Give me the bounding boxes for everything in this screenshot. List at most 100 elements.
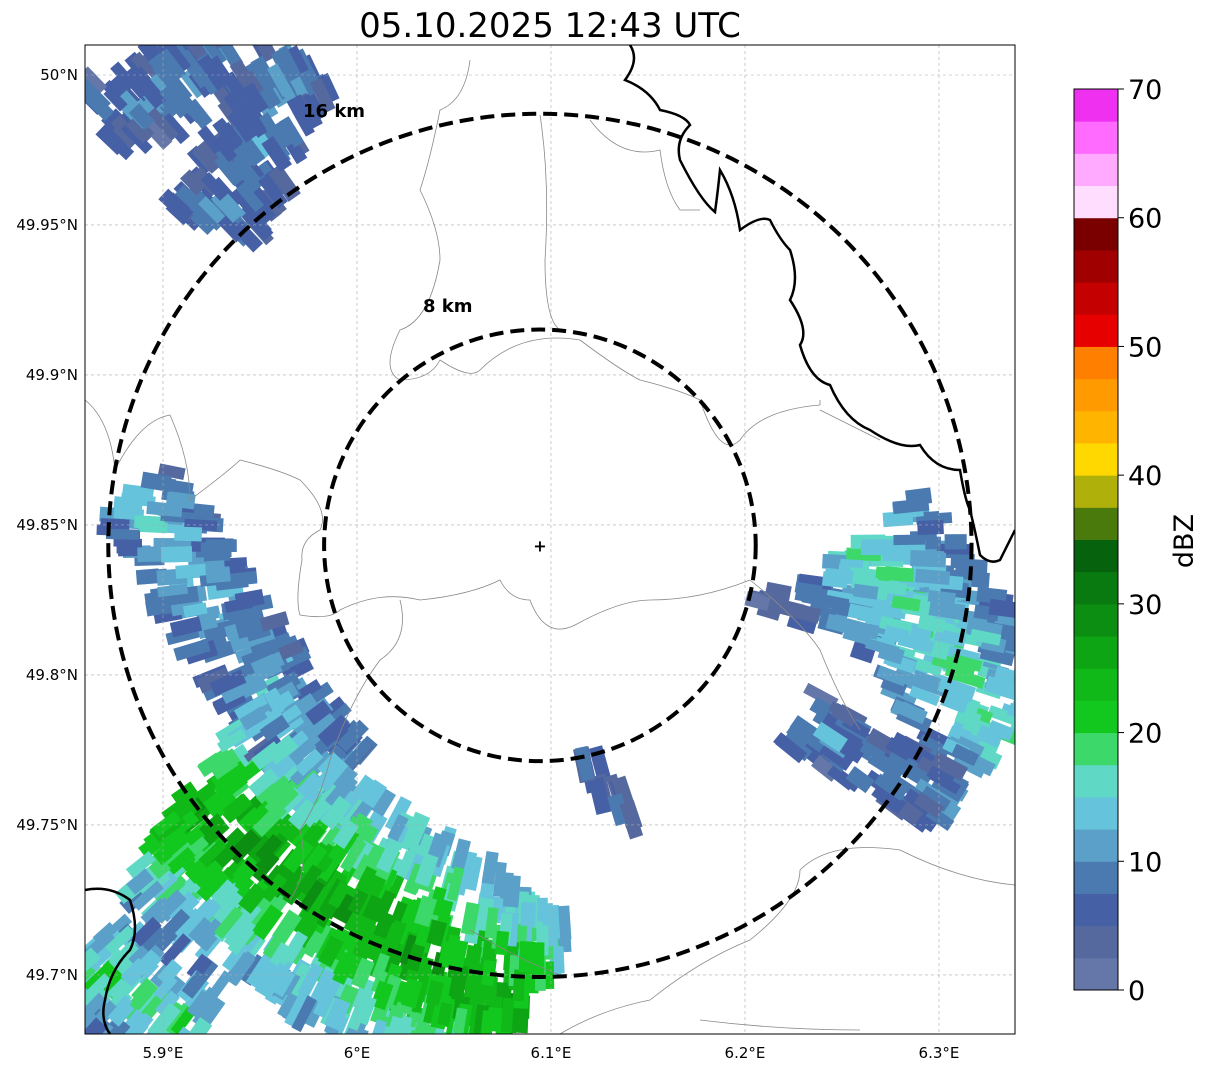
echo-bin bbox=[379, 1048, 397, 1069]
echo-bin bbox=[441, 1046, 457, 1069]
echo-bin bbox=[277, 639, 305, 661]
echo-bin bbox=[1018, 664, 1055, 683]
echo-bin bbox=[893, 534, 926, 546]
echo-bin bbox=[372, 889, 396, 925]
echo-bin bbox=[1012, 691, 1015, 714]
echo-bin bbox=[437, 940, 454, 968]
echo-bin bbox=[317, 714, 352, 748]
echo-bin bbox=[120, 122, 153, 155]
echo-bin bbox=[425, 980, 445, 1006]
echo-bin bbox=[152, 889, 187, 924]
echo-bin bbox=[197, 54, 229, 91]
echo-bin bbox=[210, 879, 240, 909]
echo-bin bbox=[296, 864, 323, 896]
echo-bin bbox=[245, 952, 278, 990]
echo-bin bbox=[933, 628, 967, 648]
echo-bin bbox=[384, 1023, 405, 1034]
echo-bin bbox=[879, 769, 910, 795]
echo-bin bbox=[248, 768, 279, 797]
echo-bin bbox=[351, 977, 378, 1012]
colorbar-frame bbox=[1073, 88, 1119, 991]
echo-bin bbox=[305, 720, 335, 748]
echo-bin bbox=[310, 968, 335, 1003]
y-tick-label: 49.75°N bbox=[16, 816, 78, 834]
echo-bin bbox=[264, 690, 296, 716]
echo-bin bbox=[227, 920, 258, 956]
echo-bin bbox=[373, 1034, 392, 1059]
y-tick-label: 49.95°N bbox=[16, 216, 78, 234]
x-tick-label: 6.3°E bbox=[919, 1044, 960, 1062]
echo-bin bbox=[98, 1018, 131, 1034]
colorbar-tick-label: 40 bbox=[1128, 461, 1162, 492]
echo-bin bbox=[250, 55, 280, 92]
echo-bin bbox=[415, 1058, 432, 1069]
colorbar-segment bbox=[1074, 829, 1118, 862]
echo-bin bbox=[448, 964, 469, 1001]
echo-bin bbox=[1014, 643, 1015, 667]
colorbar: 0 10 20 30 40 50 60 70 bbox=[1073, 75, 1162, 1007]
echo-bin bbox=[226, 829, 262, 865]
echo-bin bbox=[211, 13, 235, 39]
echo-bin bbox=[157, 959, 183, 986]
echo-bin bbox=[209, 669, 247, 697]
echo-bin bbox=[176, 45, 207, 60]
colorbar-segment bbox=[1074, 603, 1118, 637]
echo-bin bbox=[170, 1006, 196, 1034]
echo-bin bbox=[336, 719, 369, 753]
echo-bin bbox=[198, 839, 230, 870]
colorbar-segment bbox=[1074, 700, 1118, 734]
echo-bin bbox=[446, 866, 465, 902]
echo-bin bbox=[415, 1049, 434, 1069]
colorbar-segment bbox=[1074, 764, 1118, 798]
echo-bin bbox=[399, 934, 419, 966]
colorbar-tick-label: 70 bbox=[1128, 75, 1162, 106]
radar-echoes bbox=[85, 13, 1073, 1069]
echo-bin bbox=[418, 1052, 437, 1069]
colorbar-segment bbox=[1074, 314, 1118, 347]
echo-bin bbox=[280, 646, 311, 670]
y-tick-label: 49.85°N bbox=[16, 516, 78, 534]
echo-bin bbox=[812, 721, 848, 753]
echo-bin bbox=[413, 1059, 431, 1069]
echo-bin bbox=[85, 1017, 108, 1034]
echo-bin bbox=[988, 598, 1015, 619]
echo-bin bbox=[250, 851, 280, 882]
echo-bin bbox=[370, 1019, 388, 1034]
echo-bin bbox=[910, 550, 945, 567]
echo-bin bbox=[236, 181, 264, 213]
echo-bin bbox=[500, 997, 515, 1033]
echo-bin bbox=[170, 781, 200, 808]
echo-bin bbox=[371, 952, 391, 980]
map-area: 16 km 8 km + bbox=[85, 13, 1073, 1069]
colorbar-tick-label: 30 bbox=[1128, 590, 1162, 621]
echo-bin bbox=[344, 738, 373, 769]
echo-bin bbox=[465, 1036, 484, 1069]
echo-bin bbox=[136, 76, 168, 110]
echo-bin bbox=[235, 615, 268, 639]
echo-bin bbox=[1015, 666, 1050, 687]
echo-bin bbox=[173, 908, 204, 939]
y-tick-label: 49.8°N bbox=[26, 666, 78, 684]
echo-bin bbox=[196, 667, 231, 694]
echo-bin bbox=[174, 526, 203, 542]
colorbar-segment bbox=[1074, 732, 1118, 766]
echo-bin bbox=[975, 724, 1003, 748]
echo-bin bbox=[245, 211, 274, 241]
echo-bin bbox=[1028, 651, 1059, 670]
echo-bin bbox=[460, 901, 480, 936]
echo-bin bbox=[327, 881, 351, 909]
echo-bin bbox=[363, 933, 387, 963]
echo-bin bbox=[826, 765, 856, 791]
echo-bin bbox=[216, 728, 247, 753]
echo-bin bbox=[794, 584, 829, 606]
echo-bin bbox=[575, 745, 595, 782]
echo-bin bbox=[1045, 687, 1073, 708]
echo-bin bbox=[263, 771, 289, 797]
echo-bin bbox=[214, 906, 244, 939]
plot-frame bbox=[84, 44, 1016, 1035]
echo-bin bbox=[287, 45, 309, 75]
echo-bin bbox=[255, 834, 283, 863]
echo-bin bbox=[239, 706, 268, 731]
echo-bin bbox=[347, 889, 369, 915]
